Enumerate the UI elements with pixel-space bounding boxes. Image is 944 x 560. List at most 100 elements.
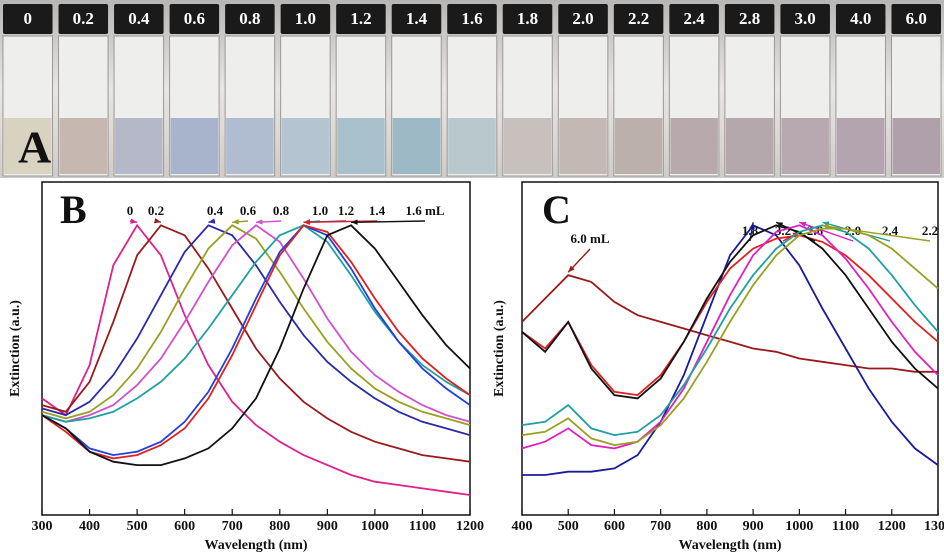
x-tick-label: 500: [127, 519, 148, 534]
arrow-head: [232, 219, 239, 225]
x-tick-label: 1300: [924, 519, 944, 534]
x-tick-label: 1100: [409, 519, 436, 534]
vial-liquid: [115, 118, 163, 174]
vial-cap: [58, 4, 109, 34]
vial-cap: [280, 4, 331, 34]
x-tick-label: 400: [512, 519, 533, 534]
spectrum-line: [521, 224, 939, 437]
vial-label: 4.0: [850, 9, 871, 28]
vial-liquid: [337, 118, 385, 174]
panel-label: B: [60, 187, 87, 232]
series-label: 0: [127, 203, 134, 218]
plot-frame: [41, 181, 471, 516]
vial-liquid: [170, 118, 219, 174]
spectrum-line: [521, 224, 939, 400]
label-arrow: [775, 221, 816, 242]
series-label: 6.0 mL: [571, 231, 610, 246]
vial-label: 1.2: [350, 9, 371, 28]
spectrum-line: [41, 224, 471, 436]
vial-liquid: [448, 118, 496, 174]
x-tick-label: 500: [558, 519, 579, 534]
x-tick-label: 600: [604, 519, 625, 534]
vial-cap: [169, 4, 220, 34]
label-arrow: [303, 220, 378, 223]
vial-label: 2.2: [628, 9, 649, 28]
x-tick-label: 1200: [878, 519, 906, 534]
spectrum-line: [521, 234, 939, 397]
vial-label: 1.0: [295, 9, 316, 28]
spectrum-line: [41, 224, 471, 466]
label-arrow: [822, 224, 931, 242]
spectrum-line: [521, 274, 938, 373]
x-tick-label: 1200: [456, 519, 484, 534]
x-tick-label: 600: [174, 519, 195, 534]
vial-label: 2.8: [739, 9, 760, 28]
vial-cap: [780, 4, 830, 34]
vial-label: 3.0: [795, 9, 816, 28]
vial-cap: [835, 4, 886, 34]
spectrum-line: [41, 223, 471, 496]
vial-cap: [114, 4, 164, 34]
plot-frame: [521, 181, 939, 516]
x-tick-label: 400: [79, 519, 100, 534]
vial-cap: [391, 4, 442, 34]
arrow-head: [776, 222, 784, 228]
x-axis-title: Wavelength (nm): [678, 538, 781, 553]
series-label: 1.0: [312, 203, 328, 218]
spectrum-line: [522, 224, 939, 476]
arrow-head: [822, 223, 830, 230]
arrow-head: [130, 218, 138, 224]
panel-label: A: [18, 122, 51, 173]
vial-liquid: [226, 118, 274, 174]
x-tick-label: 1000: [361, 519, 389, 534]
vial-label: 0.6: [184, 9, 205, 28]
vial-label: 0: [24, 9, 33, 28]
vial-liquid: [725, 118, 774, 174]
arrow-head: [256, 219, 263, 225]
vial-label: 0.4: [128, 9, 150, 28]
x-tick-label: 900: [743, 519, 764, 534]
vial-cap: [447, 4, 497, 34]
arrow-head: [153, 218, 161, 224]
x-tick-label: 900: [317, 519, 338, 534]
x-tick-label: 800: [269, 519, 290, 534]
vial-cap: [724, 4, 775, 34]
vial-cap: [502, 4, 553, 34]
spectrum-line: [41, 224, 471, 426]
vial-label: 1.8: [517, 9, 538, 28]
vial-liquid: [503, 118, 552, 174]
spectrum-line: [41, 224, 471, 463]
series-label: 0.6: [240, 203, 257, 218]
vial-label: 1.6: [461, 9, 482, 28]
panel-label: C: [542, 187, 571, 232]
vial-liquid: [281, 118, 330, 174]
vial-cap: [3, 4, 53, 34]
series-label: 0.8: [273, 203, 290, 218]
spectrum-line: [521, 227, 939, 447]
spectrum-line: [41, 224, 471, 460]
x-tick-label: 1100: [832, 519, 859, 534]
vial-liquid: [4, 118, 52, 174]
vial-label: 2.4: [683, 9, 705, 28]
arrow-head: [351, 219, 358, 225]
arrow-head: [749, 222, 755, 230]
spectrum-line: [521, 224, 939, 450]
arrow-head: [303, 219, 311, 225]
label-arrow: [799, 221, 854, 242]
spectrum-line: [41, 224, 471, 457]
y-axis-title: Extinction (a.u.): [492, 300, 507, 397]
y-axis-title: Extinction (a.u.): [8, 300, 23, 397]
vial-liquid: [836, 118, 885, 174]
vial-cap: [558, 4, 608, 34]
x-tick-label: 300: [32, 519, 53, 534]
vial-label: 0.2: [73, 9, 94, 28]
vial-label: 2.0: [572, 9, 593, 28]
series-label: 0.4: [207, 203, 224, 218]
vial-label: 6.0: [906, 9, 927, 28]
arrow-head: [208, 218, 216, 224]
series-label: 1.4: [369, 203, 386, 218]
vial-liquid: [59, 118, 108, 174]
series-label: 1.6 mL: [406, 203, 445, 218]
